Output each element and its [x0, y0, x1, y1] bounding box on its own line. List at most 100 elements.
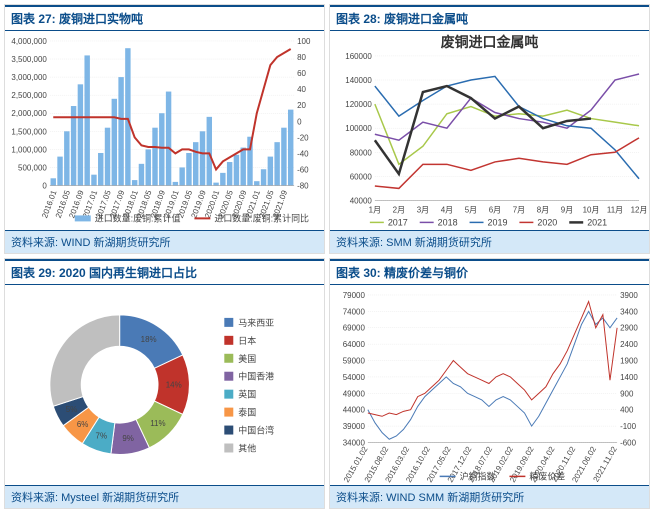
- svg-text:1,000,000: 1,000,000: [11, 145, 47, 154]
- svg-text:5%: 5%: [66, 406, 78, 415]
- svg-text:1900: 1900: [620, 357, 638, 366]
- svg-text:40: 40: [297, 85, 306, 94]
- svg-text:60: 60: [297, 69, 306, 78]
- svg-text:4月: 4月: [441, 205, 453, 214]
- svg-text:80000: 80000: [350, 148, 373, 157]
- panel-27: 图表 27: 废铜进口实物吨 0 500,000 1,000,000 1,500,00…: [4, 4, 325, 254]
- svg-text:100000: 100000: [345, 124, 372, 133]
- svg-text:精废价差: 精废价差: [529, 471, 565, 482]
- svg-text:74000: 74000: [343, 308, 366, 317]
- svg-text:79000: 79000: [343, 291, 366, 300]
- svg-text:马来西亚: 马来西亚: [238, 318, 274, 328]
- svg-text:0: 0: [42, 182, 47, 191]
- panel-30: 图表 30: 精废价差与铜价 3400039000440004900054000…: [329, 258, 650, 508]
- svg-text:2021: 2021: [587, 217, 607, 227]
- svg-text:2020: 2020: [537, 217, 557, 227]
- svg-text:-40: -40: [297, 149, 309, 158]
- svg-text:64000: 64000: [343, 341, 366, 350]
- svg-text:-20: -20: [297, 133, 309, 142]
- svg-text:400: 400: [620, 406, 634, 415]
- svg-text:11%: 11%: [150, 419, 165, 428]
- svg-text:美国: 美国: [238, 353, 256, 364]
- svg-text:18%: 18%: [141, 335, 157, 344]
- panel-28: 图表 28: 废铜进口金属吨 废铜进口金属吨 40000 60000 80000 100…: [329, 4, 650, 254]
- svg-text:中国台湾: 中国台湾: [238, 425, 274, 436]
- svg-text:9月: 9月: [561, 205, 573, 214]
- svg-text:沪铜指数: 沪铜指数: [460, 471, 496, 482]
- svg-text:40000: 40000: [350, 196, 373, 205]
- panel-29-title: 图表 29: 2020 国内再生铜进口占比: [5, 259, 324, 285]
- chart-28-svg: 废铜进口金属吨 40000 60000 80000 100000 120000 140000…: [330, 31, 649, 230]
- chart-30: 3400039000440004900054000590006400069000…: [330, 285, 649, 484]
- svg-text:3,000,000: 3,000,000: [11, 73, 47, 82]
- svg-text:英国: 英国: [238, 389, 256, 400]
- svg-text:废铜进口金属吨: 废铜进口金属吨: [441, 34, 539, 50]
- svg-text:3,500,000: 3,500,000: [11, 55, 47, 64]
- panel-29: 图表 29: 2020 国内再生铜进口占比 18% 14% 11% 9% 7% 6% 5% 马…: [4, 258, 325, 508]
- svg-text:100: 100: [297, 37, 311, 46]
- svg-text:80: 80: [297, 53, 306, 62]
- chart-grid: 图表 27: 废铜进口实物吨 0 500,000 1,000,000 1,500,00…: [0, 0, 654, 507]
- svg-text:60000: 60000: [350, 172, 373, 181]
- svg-text:500,000: 500,000: [18, 163, 47, 172]
- svg-text:1月: 1月: [369, 205, 381, 214]
- svg-text:120000: 120000: [345, 100, 372, 109]
- svg-text:20: 20: [297, 101, 306, 110]
- svg-text:2018: 2018: [438, 217, 458, 227]
- panel-30-footer: 资料来源: WIND SMM 新湖期货研究所: [330, 485, 649, 508]
- svg-text:5月: 5月: [465, 205, 477, 214]
- svg-text:2400: 2400: [620, 341, 638, 350]
- svg-text:3900: 3900: [620, 291, 638, 300]
- svg-text:7月: 7月: [513, 205, 525, 214]
- svg-text:69000: 69000: [343, 324, 366, 333]
- svg-text:2017: 2017: [388, 217, 408, 227]
- panel-27-footer: 资料来源: WIND 新湖期货研究所: [5, 230, 324, 253]
- svg-text:-100: -100: [620, 422, 637, 431]
- svg-text:-60: -60: [297, 165, 309, 174]
- svg-text:2019: 2019: [488, 217, 508, 227]
- chart-28: 废铜进口金属吨 40000 60000 80000 100000 120000 140000…: [330, 31, 649, 230]
- panel-28-footer: 资料来源: SMM 新湖期货研究所: [330, 230, 649, 253]
- chart-30-svg: 3400039000440004900054000590006400069000…: [330, 285, 649, 484]
- svg-text:进口数量:废铜:累计值: 进口数量:废铜:累计值: [95, 212, 181, 223]
- svg-text:7%: 7%: [96, 432, 108, 441]
- svg-text:2,500,000: 2,500,000: [11, 91, 47, 100]
- svg-text:泰国: 泰国: [238, 407, 256, 418]
- panel-28-title: 图表 28: 废铜进口金属吨: [330, 5, 649, 31]
- chart-27: 0 500,000 1,000,000 1,500,000 2,000,000 2,500…: [5, 31, 324, 230]
- svg-text:59000: 59000: [343, 357, 366, 366]
- svg-text:14%: 14%: [166, 381, 182, 390]
- svg-text:140000: 140000: [345, 76, 372, 85]
- chart-29: 18%14%11%9%7%6%5%马来西亚日本美国中国香港英国泰国中国台湾其他: [5, 285, 324, 484]
- panel-30-title: 图表 30: 精废价差与铜价: [330, 259, 649, 285]
- svg-text:2900: 2900: [620, 324, 638, 333]
- svg-text:160000: 160000: [345, 52, 372, 61]
- svg-text:54000: 54000: [343, 373, 366, 382]
- svg-text:8月: 8月: [537, 205, 549, 214]
- svg-text:9%: 9%: [122, 434, 134, 443]
- svg-text:900: 900: [620, 390, 634, 399]
- svg-text:6月: 6月: [489, 205, 501, 214]
- svg-text:39000: 39000: [343, 422, 366, 431]
- svg-text:6%: 6%: [77, 420, 89, 429]
- svg-text:-80: -80: [297, 182, 309, 191]
- svg-text:3月: 3月: [417, 205, 429, 214]
- svg-text:11月: 11月: [607, 205, 623, 214]
- svg-text:中国香港: 中国香港: [238, 371, 274, 382]
- panel-27-title: 图表 27: 废铜进口实物吨: [5, 5, 324, 31]
- svg-text:2月: 2月: [393, 205, 405, 214]
- svg-text:1,500,000: 1,500,000: [11, 127, 47, 136]
- svg-text:44000: 44000: [343, 406, 366, 415]
- svg-text:10月: 10月: [583, 205, 600, 214]
- svg-text:0: 0: [297, 117, 302, 126]
- svg-text:进口数量:废铜:累计同比: 进口数量:废铜:累计同比: [214, 212, 309, 223]
- svg-text:-600: -600: [620, 439, 637, 448]
- chart-27-svg: 0 500,000 1,000,000 1,500,000 2,000,000 2,500…: [5, 31, 324, 230]
- svg-text:其他: 其他: [238, 443, 256, 454]
- chart-29-svg: 18%14%11%9%7%6%5%马来西亚日本美国中国香港英国泰国中国台湾其他: [5, 285, 324, 484]
- svg-text:1400: 1400: [620, 373, 638, 382]
- panel-29-footer: 资料来源: Mysteel 新湖期货研究所: [5, 485, 324, 508]
- svg-text:12月: 12月: [631, 205, 648, 214]
- svg-text:3400: 3400: [620, 308, 638, 317]
- svg-text:2,000,000: 2,000,000: [11, 109, 47, 118]
